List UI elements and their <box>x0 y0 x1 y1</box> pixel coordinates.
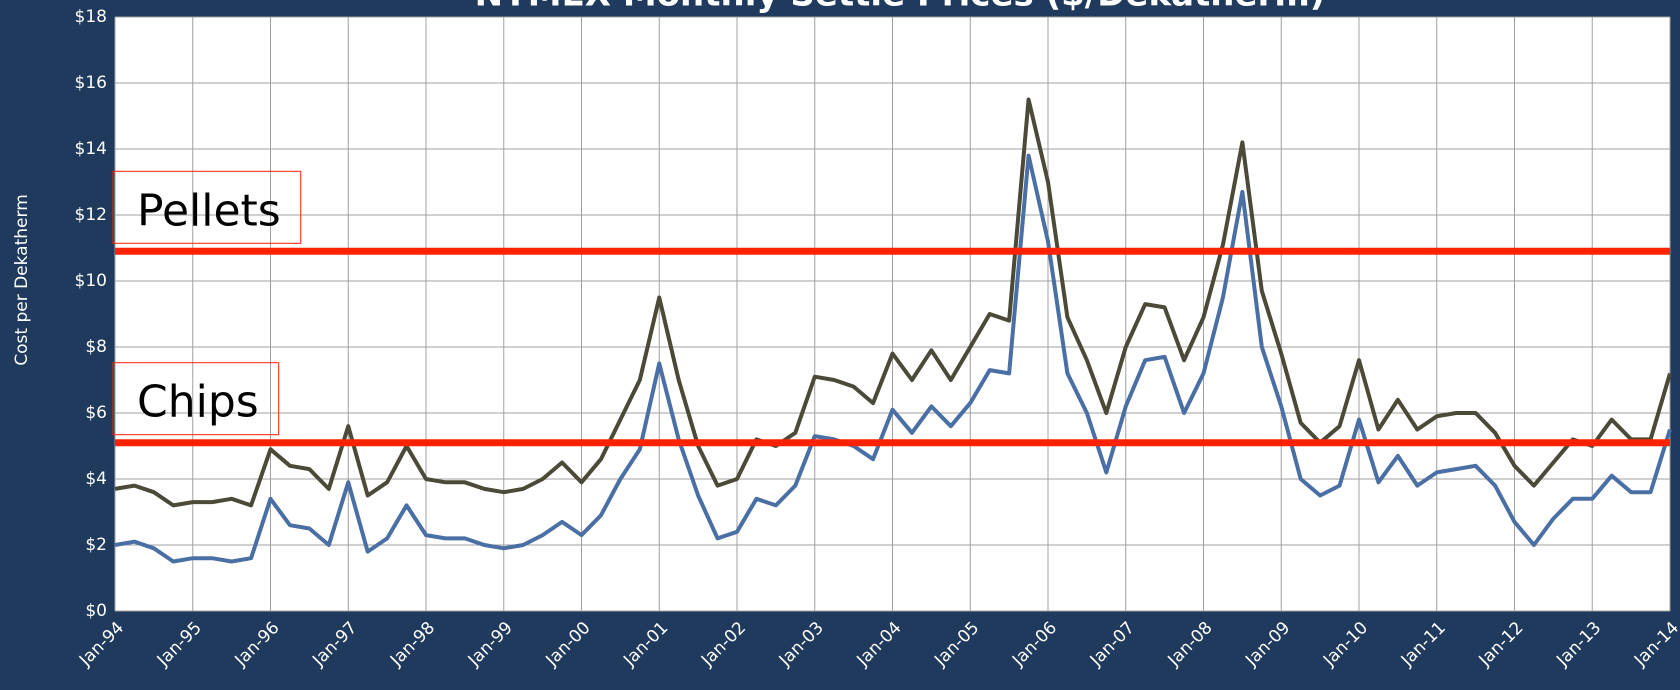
y-tick-label: $14 <box>75 139 107 159</box>
series-line <box>114 97 1672 508</box>
chart-title: NYMEX Monthly Settle Prices ($/Dekatherm… <box>475 0 1326 15</box>
y-tick-label: $18 <box>75 7 107 27</box>
y-tick-label: $0 <box>85 601 107 621</box>
annotation-label: Chips <box>137 377 259 428</box>
y-tick-label: $4 <box>85 469 107 489</box>
y-tick-label: $2 <box>85 535 107 555</box>
annotation-box <box>112 362 280 436</box>
y-tick-label: $8 <box>85 337 107 357</box>
y-axis-label: Cost per Dekatherm <box>12 194 32 366</box>
annotation-label: Pellets <box>137 185 281 236</box>
annotation-box <box>112 170 302 244</box>
series-line <box>114 153 1672 564</box>
y-tick-label: $6 <box>85 403 107 423</box>
y-tick-label: $10 <box>75 271 107 291</box>
y-tick-label: $16 <box>75 73 107 93</box>
y-tick-label: $12 <box>75 205 107 225</box>
